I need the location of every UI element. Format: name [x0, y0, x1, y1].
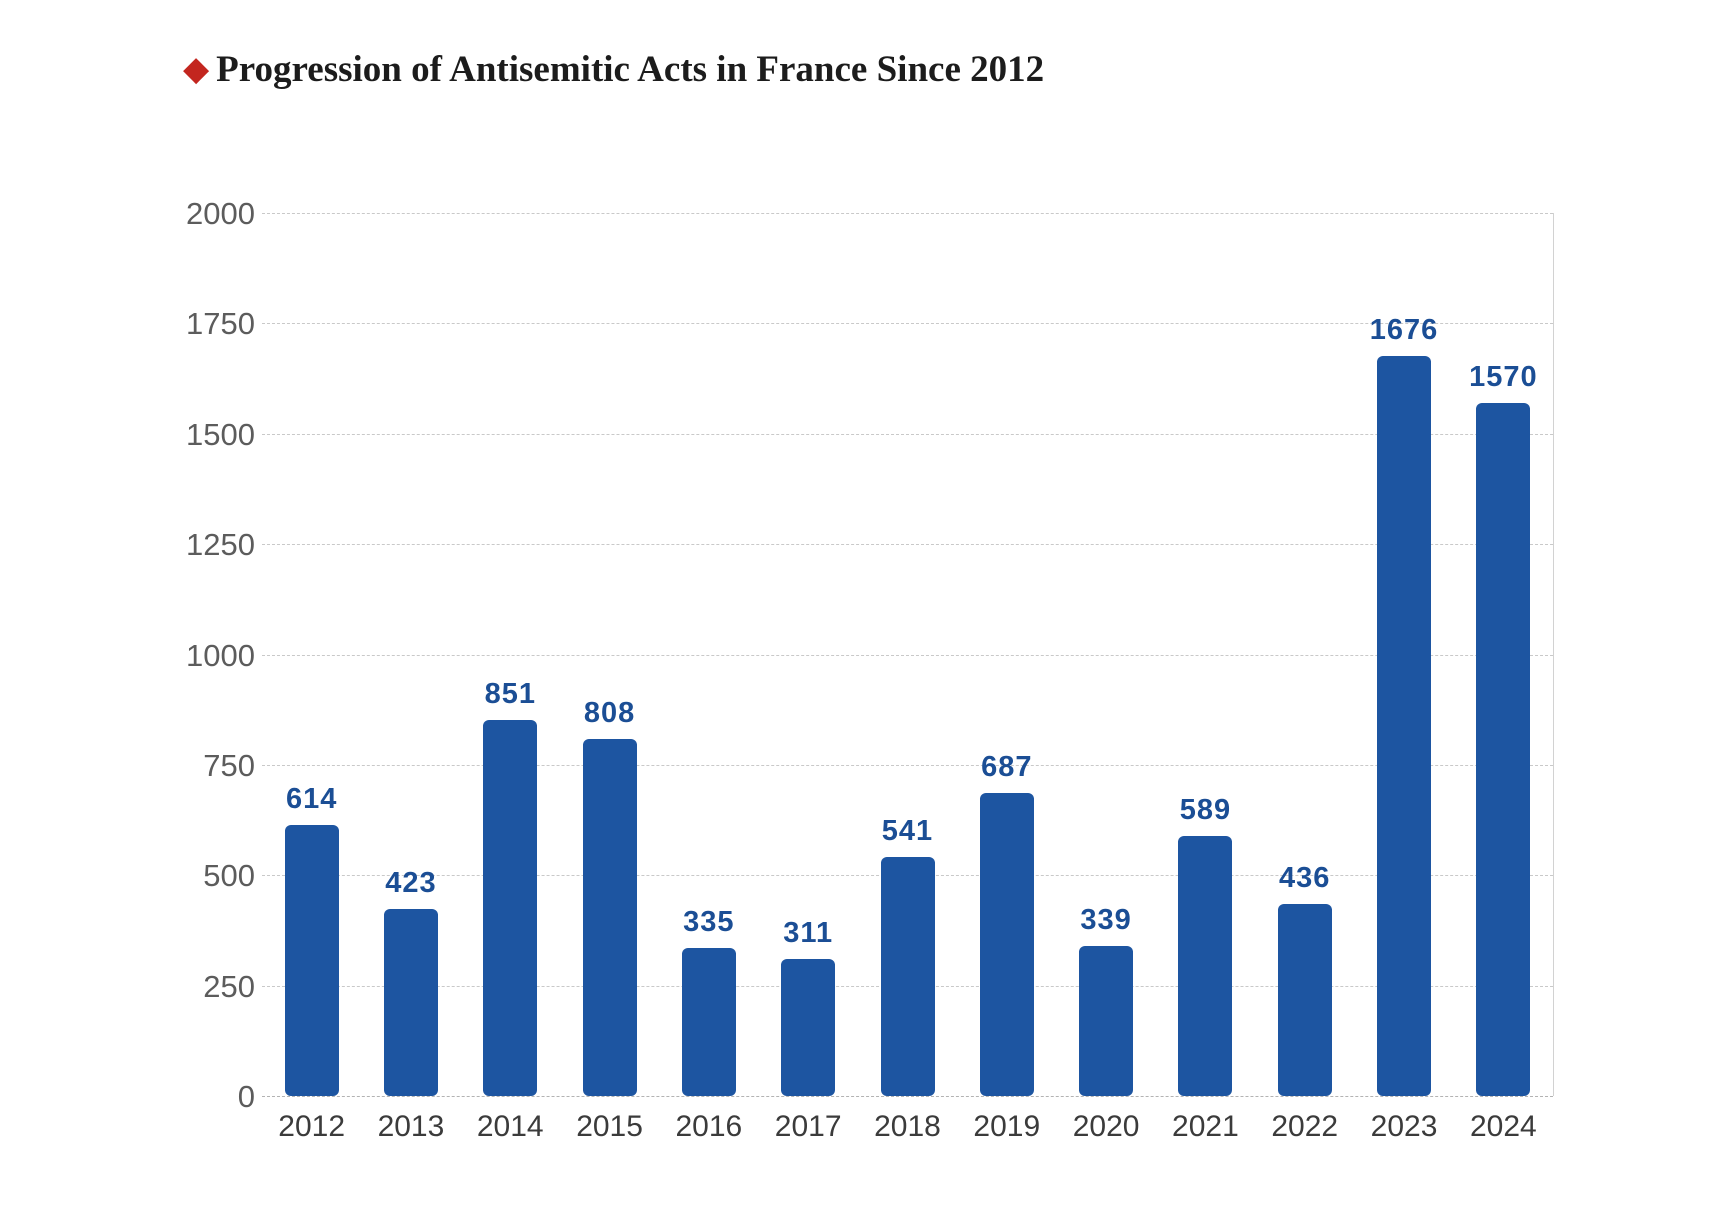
- bar-2020: [1079, 946, 1134, 1096]
- x-axis-label-2023: 2023: [1370, 1110, 1438, 1143]
- bar-value-label-2022: 436: [1279, 861, 1331, 894]
- bar-value-label-2015: 808: [583, 697, 636, 730]
- bar-value-label-2019: 687: [981, 750, 1033, 783]
- bar-2018: [880, 857, 935, 1096]
- plot-right-border: [1553, 213, 1554, 1096]
- x-axis-label-2018: 2018: [874, 1110, 941, 1143]
- y-axis-label-1750: 1750: [186, 306, 255, 342]
- red-diamond-icon: ◆: [183, 48, 210, 89]
- x-axis-label-2024: 2024: [1469, 1110, 1537, 1143]
- bar-2017: [781, 958, 836, 1096]
- gridline-750: [262, 764, 1553, 766]
- gridline-1250: [262, 544, 1553, 546]
- bar-2012: [284, 824, 339, 1096]
- gridline-1000: [262, 654, 1553, 656]
- bar-value-label-2016: 335: [683, 906, 735, 939]
- x-axis-label-2019: 2019: [973, 1110, 1041, 1143]
- x-axis-label-2020: 2020: [1072, 1110, 1140, 1143]
- x-axis-label-2013: 2013: [377, 1110, 445, 1143]
- bar-value-label-2018: 541: [881, 815, 934, 848]
- bar-2015: [582, 739, 637, 1096]
- chart-header: ◆ Progression of Antisemitic Acts in Fra…: [183, 48, 1044, 91]
- y-axis-label-1250: 1250: [186, 527, 255, 563]
- y-axis-label-250: 250: [203, 968, 255, 1004]
- bar-2019: [979, 792, 1034, 1096]
- gridline-2000: [262, 213, 1553, 214]
- x-axis-label-2014: 2014: [476, 1110, 544, 1143]
- x-axis-label-2016: 2016: [675, 1110, 743, 1143]
- bar-2023: [1377, 356, 1432, 1096]
- bar-value-label-2014: 851: [484, 678, 536, 711]
- y-axis-label-2000: 2000: [186, 196, 255, 231]
- gridline-1750: [262, 323, 1553, 325]
- bar-value-label-2024: 1570: [1469, 360, 1538, 393]
- bar-value-label-2021: 589: [1179, 793, 1232, 826]
- bar-2016: [681, 948, 736, 1096]
- gridline-0: [262, 1096, 1553, 1097]
- bar-2022: [1277, 903, 1332, 1096]
- y-axis-label-0: 0: [237, 1079, 255, 1114]
- bar-2021: [1178, 835, 1233, 1096]
- x-axis-label-2017: 2017: [774, 1110, 842, 1143]
- x-axis-label-2015: 2015: [576, 1110, 643, 1143]
- y-axis-label-1500: 1500: [186, 416, 255, 452]
- bar-value-label-2012: 614: [285, 782, 338, 815]
- x-axis-label-2022: 2022: [1271, 1110, 1339, 1143]
- gridline-1500: [262, 433, 1553, 435]
- chart-title: Progression of Antisemitic Acts in Franc…: [216, 49, 1045, 90]
- y-axis-label-750: 750: [203, 747, 255, 783]
- x-axis-label-2021: 2021: [1172, 1110, 1239, 1143]
- bar-2013: [383, 909, 438, 1096]
- x-axis-label-2012: 2012: [278, 1110, 346, 1143]
- y-axis-label-500: 500: [203, 858, 255, 894]
- y-axis-label-1000: 1000: [186, 637, 255, 673]
- bar-value-label-2020: 339: [1080, 904, 1132, 937]
- bar-value-label-2017: 311: [783, 916, 834, 949]
- bar-2014: [483, 720, 538, 1096]
- bar-value-label-2013: 423: [385, 867, 437, 900]
- bar-2024: [1476, 402, 1531, 1096]
- bar-value-label-2023: 1676: [1369, 314, 1439, 347]
